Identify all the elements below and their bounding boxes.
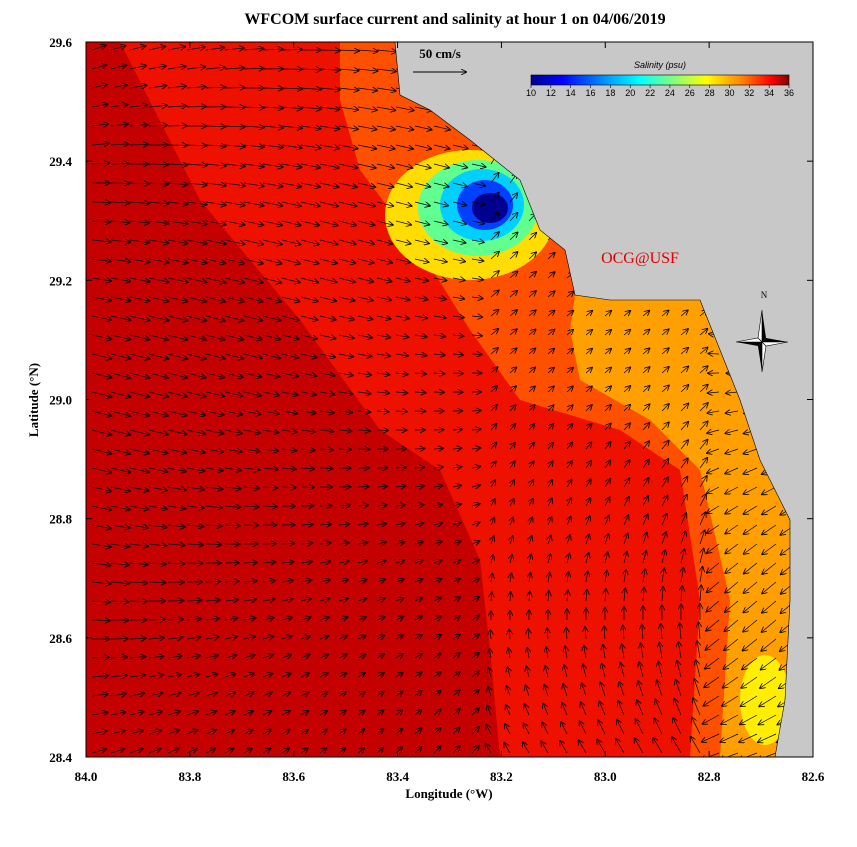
colorbar-tick-label: 26 [685,88,695,98]
colorbar-tick-label: 34 [764,88,774,98]
y-tick-label: 29.0 [49,393,72,408]
colorbar-tick-label: 14 [566,88,576,98]
colorbar-tick-label: 36 [784,88,794,98]
colorbar-tick-label: 32 [744,88,754,98]
x-axis-label: Longitude (°W) [405,786,492,801]
colorbar [531,75,789,85]
colorbar-tick-label: 24 [665,88,675,98]
credit: OCG@USF [601,250,679,267]
x-tick-label: 82.8 [698,769,721,784]
y-tick-label: 28.6 [49,631,72,646]
colorbar-tick-label: 30 [724,88,734,98]
y-axis-label: Latitude (°N) [26,363,41,437]
colorbar-tick-label: 22 [645,88,655,98]
north-label: N [761,290,768,300]
y-tick-label: 28.8 [49,512,72,527]
y-tick-label: 28.4 [49,750,72,765]
x-tick-label: 83.8 [178,769,201,784]
x-tick-label: 84.0 [75,769,98,784]
y-tick-label: 29.6 [49,35,72,50]
salinity-field [86,34,813,760]
x-tick-label: 83.0 [594,769,617,784]
colorbar-tick-label: 16 [586,88,596,98]
colorbar-tick-label: 28 [705,88,715,98]
title: WFCOM surface current and salinity at ho… [244,11,665,28]
x-tick-label: 83.4 [386,769,409,784]
scale-label: 50 cm/s [419,46,461,61]
colorbar-tick-label: 20 [625,88,635,98]
x-tick-label: 83.2 [490,769,513,784]
colorbar-tick-label: 10 [526,88,536,98]
colorbar-tick-label: 18 [605,88,615,98]
colorbar-tick-label: 12 [546,88,556,98]
x-tick-label: 82.6 [802,769,825,784]
y-tick-label: 29.4 [49,154,72,169]
x-tick-label: 83.6 [282,769,305,784]
colorbar-title: Salinity (psu) [634,60,686,70]
y-tick-label: 29.2 [49,273,72,288]
